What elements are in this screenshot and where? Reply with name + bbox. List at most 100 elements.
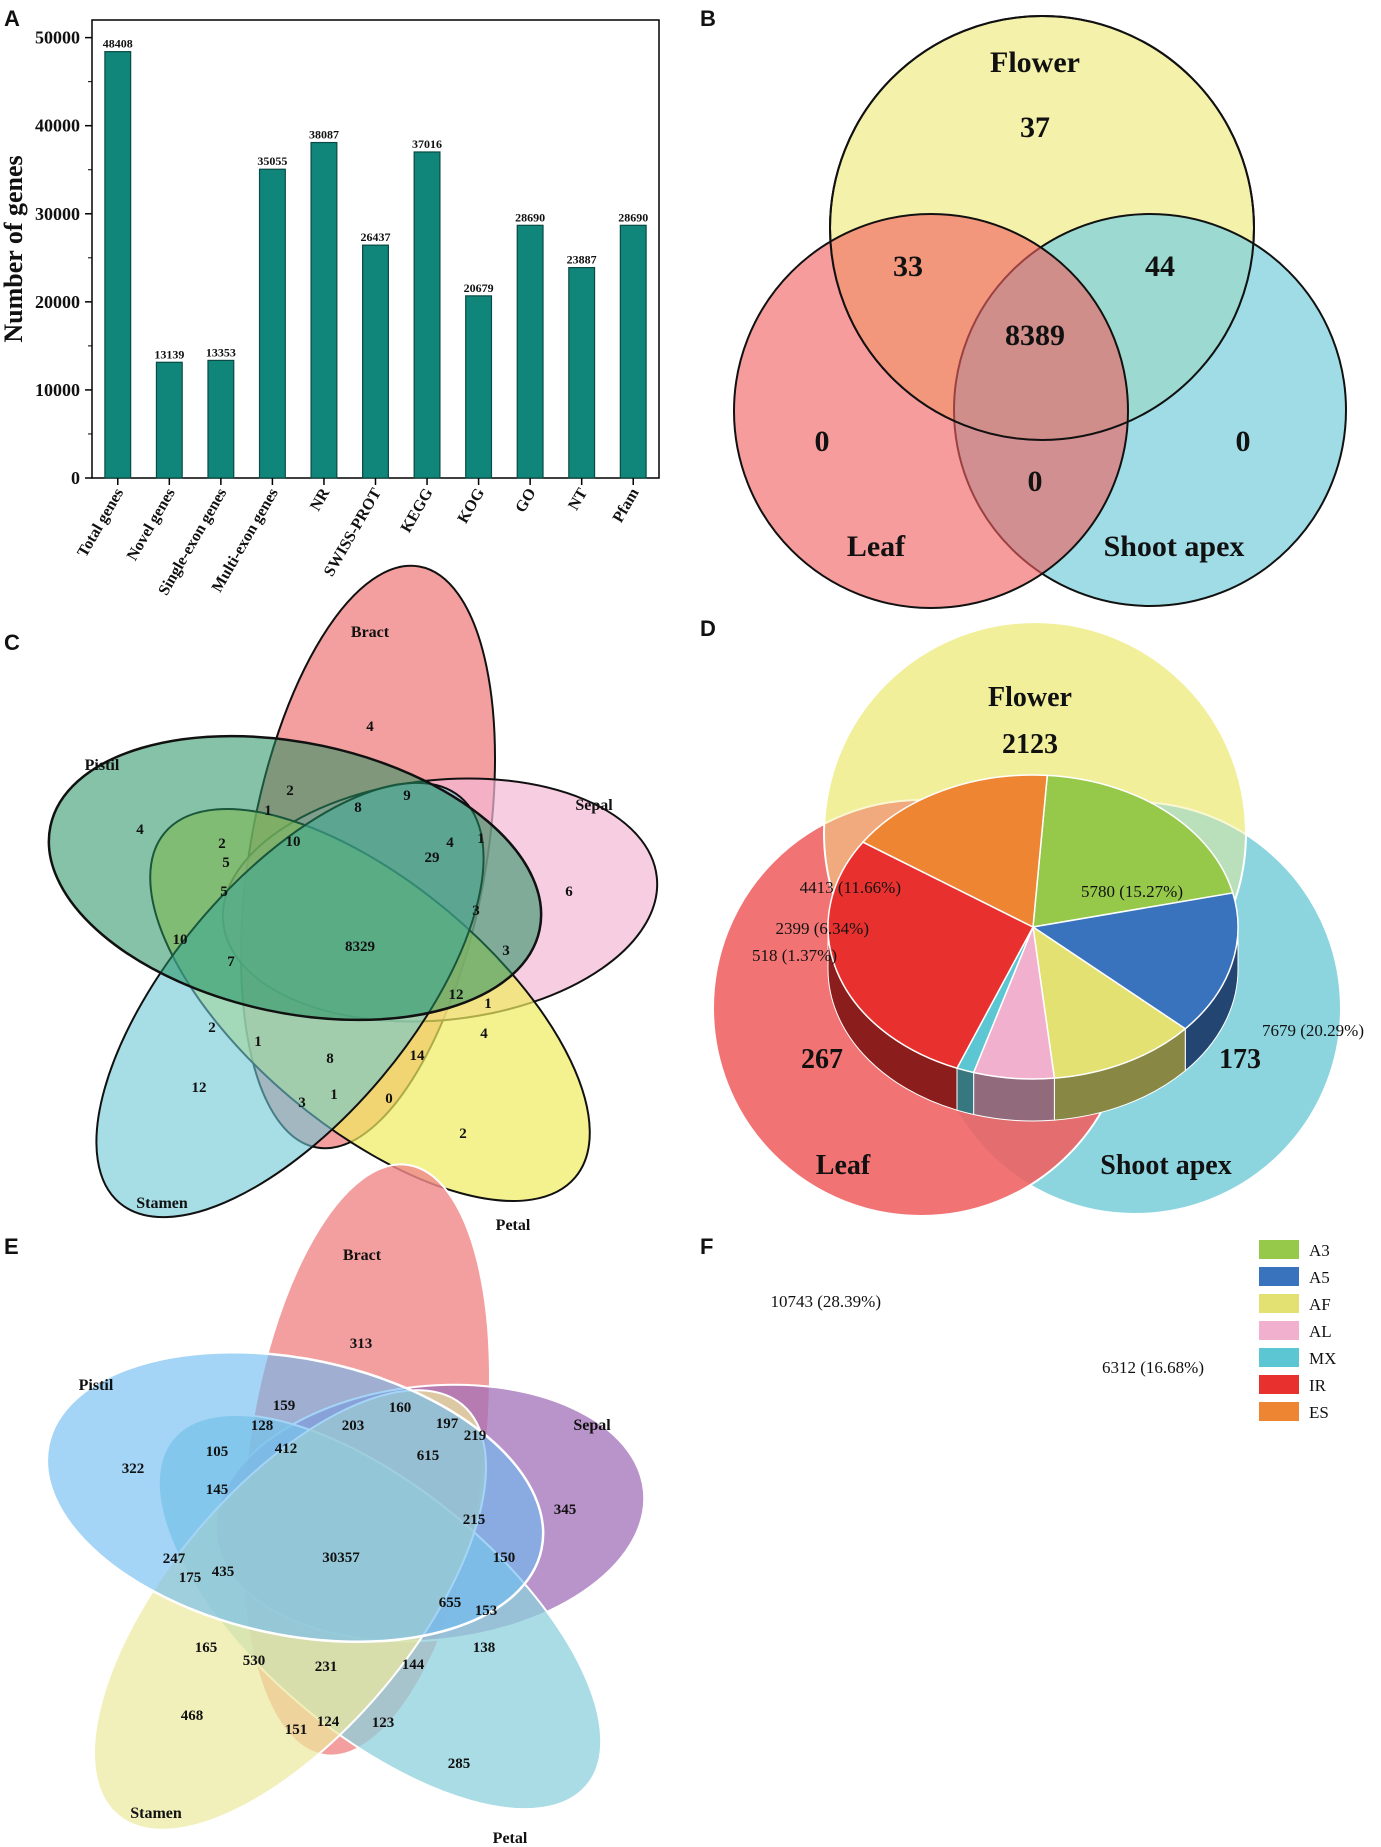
bar-value-label: 26437 [361,230,391,244]
venn-count: 4 [480,1026,488,1042]
venn-count: 8389 [1005,319,1065,352]
venn-count: 1 [484,996,492,1012]
venn-label-sepal: Sepal [575,797,613,814]
bar-value-label: 28690 [515,210,545,224]
legend-swatch-mx [1259,1348,1299,1367]
venn-count: 1 [264,803,272,819]
x-tick-label: KEGG [398,485,437,536]
y-tick-label: 10000 [35,380,80,400]
panel-label-d: D [700,616,716,641]
pie-value-label: 5780 (15.27%) [1081,882,1183,901]
venn-count: 10 [173,932,188,948]
venn-count: 219 [464,1428,487,1444]
venn-count: 8 [326,1051,334,1067]
venn-count: 123 [372,1715,395,1731]
venn-count: 150 [493,1550,516,1566]
pie-value-label: 2399 (6.34%) [776,919,869,938]
pie-slice-a5 [1031,892,1239,1030]
legend-label: ES [1309,1403,1329,1422]
venn-count: 313 [350,1336,373,1352]
venn-panel-b: Flower Leaf Shoot apex 37 33 44 8389 0 0… [733,15,1347,609]
legend-label: IR [1309,1376,1327,1395]
venn-count: 153 [475,1603,498,1619]
bar [310,141,338,479]
venn-label-flower: Flower [990,46,1080,79]
venn-count: 1 [477,831,485,847]
venn-count: 203 [342,1418,365,1434]
pie-slice-ir [827,841,1035,1070]
venn-label-bract: Bract [351,624,390,641]
panel-label-a: A [4,6,20,31]
venn-label-flower: Flower [988,682,1072,713]
pie-slice-es [861,774,1049,929]
venn-count: 0 [385,1091,393,1107]
venn-set-pistil [47,734,543,1022]
venn-count: 345 [554,1502,577,1518]
venn-count: 105 [206,1444,229,1460]
pie-slices [827,774,1239,1122]
legend-swatch-ir [1259,1375,1299,1394]
venn-count: 3 [298,1095,306,1111]
legend-label: AL [1309,1322,1332,1341]
x-tick-label: Pfam [610,485,643,526]
venn-count: 128 [251,1418,274,1434]
venn-count: 231 [315,1659,338,1675]
venn-outline-flower [829,15,1255,441]
venn-count: 247 [163,1551,186,1567]
venn-count: 2 [208,1020,216,1036]
venn-count: 267 [801,1044,843,1075]
venn-count: 2123 [1002,729,1058,760]
venn-count: 197 [436,1416,459,1432]
venn-label-petal: Petal [496,1217,531,1234]
venn-count: 151 [285,1722,308,1738]
bar-value-label: 38087 [309,128,339,142]
bar-value-label: 37016 [412,137,442,151]
bar [413,151,441,479]
legend-label: AF [1309,1295,1331,1314]
bar-value-label: 48408 [103,37,133,51]
venn-count: 1 [254,1034,262,1050]
venn-count: 655 [439,1595,462,1611]
bar-value-label: 13353 [206,345,236,359]
venn-count: 124 [317,1714,340,1730]
bar [568,267,596,479]
venn-count: 5 [222,855,230,871]
venn-count: 10 [286,834,301,850]
legend-swatch-af [1259,1294,1299,1313]
venn-count: 285 [448,1756,471,1772]
bar [258,168,286,479]
pie-slice-side [973,1071,1055,1122]
venn-count: 165 [195,1640,218,1656]
venn-label-bract: Bract [343,1247,382,1264]
venn-count: 159 [273,1398,296,1414]
venn-count: 30357 [322,1550,360,1566]
bar [619,224,647,479]
venn-count: 412 [275,1441,298,1457]
bar-value-label: 13139 [154,347,184,361]
pie-slice-af [1032,925,1187,1079]
pie-value-label: 6312 (16.68%) [1102,1358,1204,1377]
venn-label-leaf: Leaf [847,530,906,563]
pie-labels: 7679 (20.29%) 5780 (15.27%) 4413 (11.66%) 2… [752,878,1364,1377]
bar [516,224,544,479]
bar-chart-panel-a: 48408 13139 13353 35055 38087 26437 37016 20679… [0,19,660,598]
venn-count: 0 [815,425,830,458]
legend-swatch-es [1259,1402,1299,1421]
venn-count: 8329 [345,939,375,955]
venn-count: 2 [218,836,226,852]
venn-label-leaf: Leaf [816,1150,871,1181]
venn-label-shoot-apex: Shoot apex [1104,530,1245,563]
venn-count: 37 [1020,111,1050,144]
pie-value-label: 7679 (20.29%) [1262,1021,1364,1040]
x-tick-label: Novel genes [124,486,179,564]
pie-value-label: 518 (1.37%) [752,946,837,965]
venn-count: 215 [463,1512,486,1528]
pie-value-label: 10743 (28.39%) [771,1292,881,1311]
venn-count: 322 [122,1461,145,1477]
venn-count: 144 [402,1657,425,1673]
pie-chart-panel-f: 7679 (20.29%) 5780 (15.27%) 4413 (11.66%) 2… [752,774,1364,1422]
venn-label-sepal: Sepal [573,1417,611,1434]
venn-count: 2 [459,1126,467,1142]
venn-count: 6 [565,884,573,900]
